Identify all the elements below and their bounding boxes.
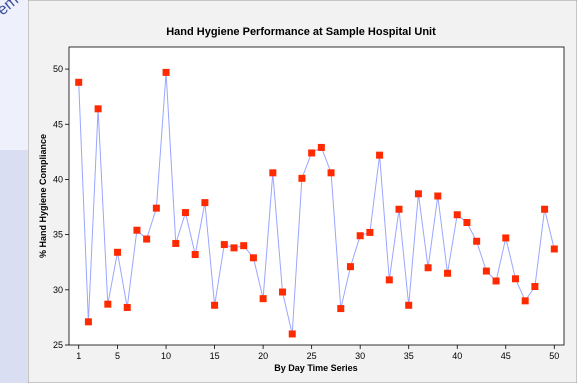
data-point xyxy=(143,235,151,243)
data-point xyxy=(298,174,306,182)
data-point xyxy=(395,205,403,213)
data-point xyxy=(104,300,112,308)
data-point xyxy=(94,105,102,113)
data-point xyxy=(492,277,500,285)
data-point xyxy=(75,78,83,86)
data-point xyxy=(114,248,122,256)
chart-title: Hand Hygiene Performance at Sample Hospi… xyxy=(166,26,436,38)
x-tick-label: 20 xyxy=(258,351,268,361)
x-tick-label: 45 xyxy=(501,351,511,361)
data-point xyxy=(162,68,170,76)
y-tick-label: 35 xyxy=(53,230,63,240)
hand-hygiene-chart: Hand Hygiene Performance at Sample Hospi… xyxy=(28,0,577,383)
y-axis-label: % Hand Hygiene Compliance xyxy=(38,134,48,258)
data-point xyxy=(181,209,189,217)
data-point xyxy=(376,151,384,159)
x-tick-label: 5 xyxy=(115,351,120,361)
x-tick-label: 10 xyxy=(161,351,171,361)
data-point xyxy=(211,301,219,309)
y-tick-label: 50 xyxy=(53,64,63,74)
data-point xyxy=(482,267,490,275)
x-tick-label: 1 xyxy=(76,351,81,361)
data-point xyxy=(279,288,287,296)
x-tick-label: 40 xyxy=(452,351,462,361)
x-axis-label: By Day Time Series xyxy=(274,363,357,373)
data-point xyxy=(424,264,432,272)
plot-area xyxy=(68,46,565,346)
data-point xyxy=(366,228,374,236)
data-point xyxy=(172,239,180,247)
data-point xyxy=(220,241,228,249)
data-point xyxy=(269,169,277,177)
data-point xyxy=(453,211,461,219)
data-point xyxy=(259,295,267,303)
data-point xyxy=(473,237,481,245)
data-point xyxy=(463,218,471,226)
data-point xyxy=(356,232,364,240)
x-tick-label: 50 xyxy=(549,351,559,361)
data-point xyxy=(230,244,238,252)
data-point xyxy=(531,283,539,291)
data-point xyxy=(317,143,325,151)
y-tick-label: 40 xyxy=(53,174,63,184)
data-point xyxy=(191,250,199,258)
data-point xyxy=(434,192,442,200)
data-point xyxy=(240,242,248,250)
x-tick-label: 25 xyxy=(307,351,317,361)
data-point xyxy=(133,226,141,234)
data-point xyxy=(288,330,296,338)
data-point xyxy=(385,276,393,284)
data-point xyxy=(414,190,422,198)
data-point xyxy=(327,169,335,177)
data-point xyxy=(346,263,354,271)
data-point xyxy=(337,305,345,313)
y-tick-label: 30 xyxy=(53,285,63,295)
x-tick-label: 35 xyxy=(404,351,414,361)
data-point xyxy=(84,318,92,326)
data-point xyxy=(249,254,257,262)
y-tick-label: 45 xyxy=(53,119,63,129)
data-point xyxy=(521,297,529,305)
x-tick-label: 30 xyxy=(355,351,365,361)
data-point xyxy=(511,275,519,283)
data-point xyxy=(152,204,160,212)
data-point xyxy=(123,303,131,311)
data-point xyxy=(444,269,452,277)
data-point xyxy=(405,301,413,309)
y-tick-label: 25 xyxy=(53,340,63,350)
data-point xyxy=(541,205,549,213)
x-tick-label: 15 xyxy=(210,351,220,361)
data-point xyxy=(201,199,209,207)
data-point xyxy=(308,149,316,157)
data-point xyxy=(502,234,510,242)
data-point xyxy=(550,245,558,253)
